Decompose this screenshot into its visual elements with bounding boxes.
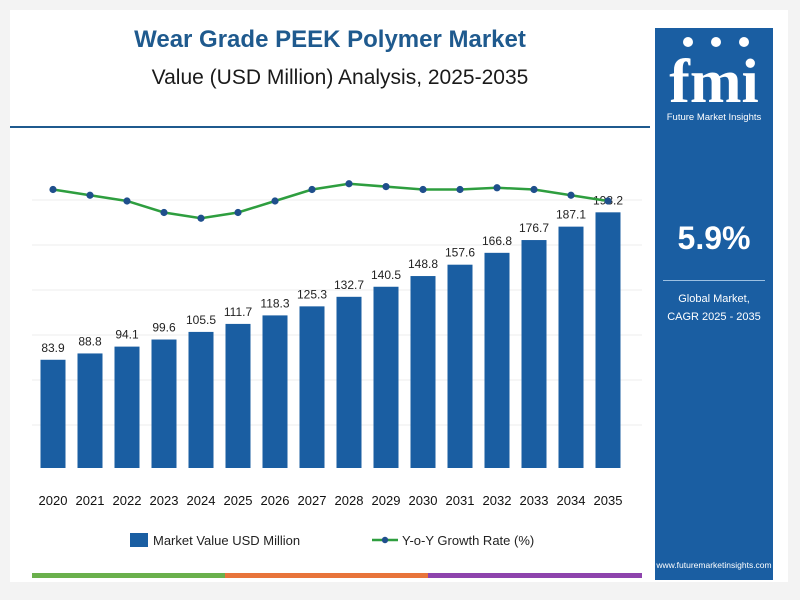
growth-point-2023 <box>160 208 168 217</box>
legend-bar-label: Market Value USD Million <box>153 533 300 548</box>
growth-point-2026 <box>271 197 279 205</box>
sidebar-panel: fmi Future Market Insights 5.9% Global M… <box>655 28 773 580</box>
bar-2023 <box>151 339 177 468</box>
bar-label-2029: 140.5 <box>371 268 401 282</box>
x-tick-2032: 2032 <box>483 493 512 508</box>
fmi-logo-text: fmi <box>669 48 759 116</box>
growth-point-2034 <box>567 191 575 199</box>
bar-label-2026: 118.3 <box>260 296 289 310</box>
x-tick-2031: 2031 <box>446 493 475 508</box>
bar-label-2020: 83.9 <box>41 341 65 355</box>
footer-bar-orange <box>225 573 428 578</box>
website-url: www.futuremarketinsights.com <box>656 560 772 570</box>
growth-point-2031 <box>456 185 464 194</box>
growth-point-2028 <box>345 180 353 188</box>
bar-label-2031: 157.6 <box>445 246 475 260</box>
growth-point-2029 <box>382 183 390 191</box>
bar-2030 <box>410 276 436 468</box>
growth-point-2035 <box>604 197 612 205</box>
x-tick-2025: 2025 <box>224 493 253 508</box>
x-tick-2026: 2026 <box>261 493 290 508</box>
growth-point-2032 <box>493 184 501 192</box>
chart-title: Wear Grade PEEK Polymer Market <box>134 26 526 53</box>
bar-label-2027: 125.3 <box>297 287 327 301</box>
bar-2022 <box>114 346 140 468</box>
bar-2032 <box>484 252 510 468</box>
x-tick-2027: 2027 <box>298 493 327 508</box>
bar-label-2030: 148.8 <box>408 257 438 271</box>
growth-point-2022 <box>123 197 131 205</box>
bar-2035 <box>595 212 621 468</box>
bar-2029 <box>373 286 399 468</box>
bar-label-2024: 105.5 <box>186 313 216 327</box>
x-tick-2024: 2024 <box>187 493 216 508</box>
logo-subtext: Future Market Insights <box>666 112 762 123</box>
bar-2028 <box>336 296 362 468</box>
x-tick-2029: 2029 <box>372 493 401 508</box>
cagr-label-line2: CAGR 2025 - 2035 <box>667 311 761 323</box>
x-tick-2023: 2023 <box>150 493 179 508</box>
chart-area: 83.9 2020 88.8 2021 94.1 2022 99.6 2023 105.5 202… <box>32 180 642 548</box>
legend-line-marker <box>381 536 389 544</box>
bar-2020 <box>40 359 66 468</box>
footer-bar-purple <box>428 573 642 578</box>
bar-label-2021: 88.8 <box>78 334 102 348</box>
x-tick-2034: 2034 <box>557 493 586 508</box>
header-divider <box>10 126 650 128</box>
chart-subtitle: Value (USD Million) Analysis, 2025-2035 <box>151 66 529 89</box>
cagr-label: Global Market, CAGR 2025 - 2035 <box>655 290 773 326</box>
bar-label-2034: 187.1 <box>556 208 586 222</box>
cagr-label-line1: Global Market, <box>678 293 750 305</box>
bar-label-2032: 166.8 <box>482 234 512 248</box>
footer-bar-green <box>32 573 225 578</box>
x-tick-2021: 2021 <box>76 493 105 508</box>
bar-label-2022: 94.1 <box>115 328 139 342</box>
bar-2026 <box>262 315 288 468</box>
bar-2027 <box>299 306 325 468</box>
growth-point-2033 <box>530 185 538 194</box>
x-tick-2022: 2022 <box>113 493 142 508</box>
bar-label-2023: 99.6 <box>152 321 176 335</box>
chart-frame: Wear Grade PEEK Polymer Market Value (US… <box>10 10 788 582</box>
growth-point-2027 <box>308 185 316 194</box>
bar-label-2033: 176.7 <box>519 221 549 235</box>
growth-rate-line <box>52 182 609 220</box>
growth-point-2030 <box>419 185 427 194</box>
x-tick-2030: 2030 <box>409 493 438 508</box>
x-tick-2028: 2028 <box>335 493 364 508</box>
growth-point-2020 <box>49 185 57 194</box>
bar-label-2025: 111.7 <box>224 305 253 319</box>
bar-2024 <box>188 331 214 468</box>
x-tick-2033: 2033 <box>520 493 549 508</box>
bar-2033 <box>521 240 547 468</box>
sidebar-divider <box>663 280 765 281</box>
growth-point-2021 <box>86 191 94 199</box>
cagr-value: 5.9% <box>677 220 751 256</box>
bar-2034 <box>558 226 584 468</box>
bar-label-2028: 132.7 <box>334 278 364 292</box>
fmi-logo: fmi <box>669 37 759 116</box>
x-tick-2020: 2020 <box>39 493 68 508</box>
bar-2031 <box>447 264 473 468</box>
bar-2021 <box>77 353 103 468</box>
growth-point-2025 <box>234 208 242 217</box>
legend-line-label: Y-o-Y Growth Rate (%) <box>402 533 534 548</box>
growth-point-2024 <box>197 214 205 222</box>
legend-bar-swatch <box>130 533 148 547</box>
x-tick-2035: 2035 <box>594 493 623 508</box>
bar-2025 <box>225 323 251 468</box>
